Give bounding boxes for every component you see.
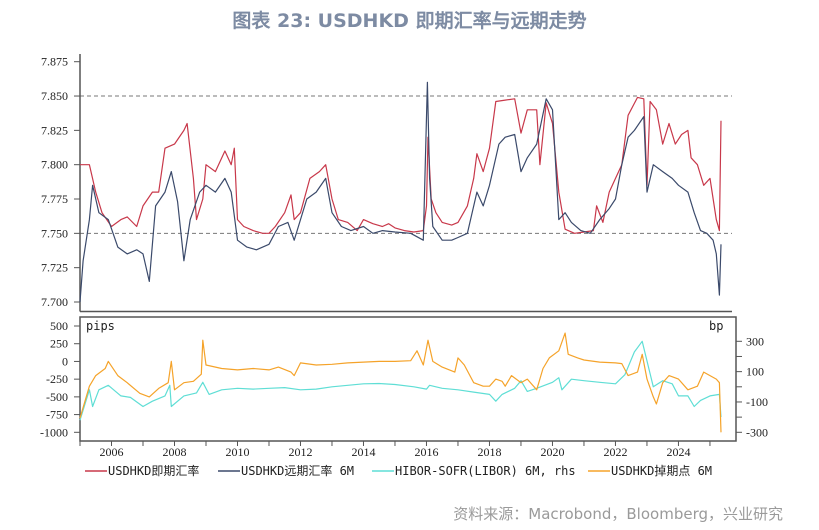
legend-label: HIBOR-SOFR(LIBOR) 6M, rhs (395, 464, 576, 478)
x-tick-label: 2020 (540, 445, 564, 459)
left-y-tick-label: -1000 (40, 425, 68, 439)
series-line-swap-points (79, 332, 722, 433)
left-y-tick-label: -500 (46, 390, 68, 404)
x-tick-label: 2008 (162, 445, 186, 459)
legend-label: USDHKD即期汇率 (108, 463, 199, 478)
right-unit-label: bp (709, 319, 723, 333)
x-tick-label: 2022 (603, 445, 627, 459)
x-tick-label: 2016 (414, 445, 438, 459)
x-tick-label: 2006 (99, 445, 123, 459)
y-tick-label: 7.725 (41, 261, 68, 275)
y-tick-label: 7.875 (41, 55, 68, 69)
left-unit-label: pips (86, 319, 115, 333)
y-tick-label: 7.825 (41, 123, 68, 137)
left-y-tick-label: 500 (50, 319, 68, 333)
source-note: 资料来源：Macrobond，Bloomberg，兴业研究 (453, 505, 783, 523)
chart-title: 图表 23: USDHKD 即期汇率与远期走势 (232, 10, 587, 32)
y-tick-label: 7.800 (41, 158, 68, 172)
left-y-tick-label: 250 (50, 337, 68, 351)
left-y-tick-label: -250 (46, 372, 68, 386)
y-tick-label: 7.750 (41, 226, 68, 240)
right-y-tick-label: 100 (746, 365, 764, 379)
y-tick-label: 7.850 (41, 89, 68, 103)
legend-label: USDHKD掉期点 6M (611, 464, 712, 478)
x-tick-label: 2014 (351, 445, 375, 459)
y-tick-label: 7.700 (41, 295, 68, 309)
right-y-tick-label: -100 (746, 395, 768, 409)
left-y-tick-label: 0 (62, 354, 68, 368)
right-y-tick-label: -300 (746, 425, 768, 439)
left-y-tick-label: -750 (46, 408, 68, 422)
y-tick-label: 7.775 (41, 192, 68, 206)
x-tick-label: 2018 (477, 445, 501, 459)
bottom-panel-frame (79, 316, 737, 442)
x-tick-label: 2012 (288, 445, 312, 459)
legend-label: USDHKD远期汇率 6M (241, 463, 354, 478)
right-y-tick-label: 300 (746, 334, 764, 348)
series-line-forward-6m (79, 81, 722, 303)
series-line-spot (80, 96, 722, 234)
x-tick-label: 2010 (225, 445, 249, 459)
series-line-hibor-sofr (79, 340, 722, 421)
x-tick-label: 2024 (666, 445, 690, 459)
